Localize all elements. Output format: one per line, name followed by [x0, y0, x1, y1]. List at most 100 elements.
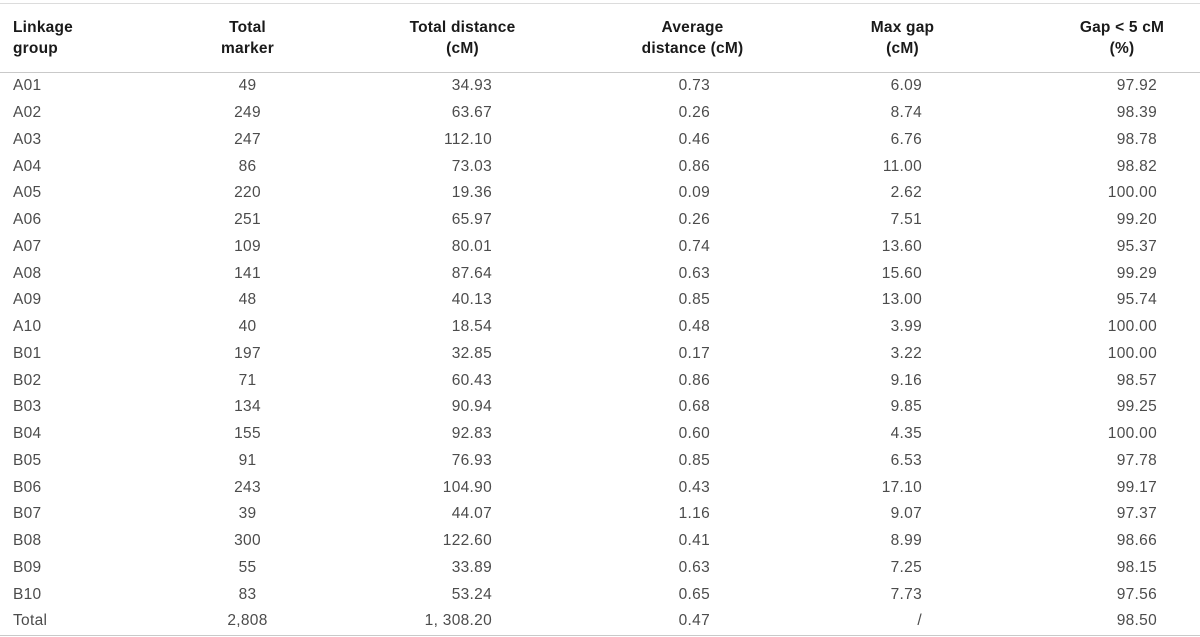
cell-total-distance: 80.01 — [451, 237, 492, 255]
cell-linkage-group: B03 — [13, 398, 42, 416]
column-header-total-distance: Total distance (cM) — [345, 3, 580, 73]
cell-total-distance: 53.24 — [451, 585, 492, 603]
header-label-line: (cM) — [886, 40, 919, 57]
table-header: Linkage group Total marker Total distanc… — [0, 3, 1200, 73]
cell-linkage-group: A06 — [13, 211, 42, 229]
cell-total-marker: 134 — [234, 398, 261, 416]
cell-linkage-group: B09 — [13, 558, 42, 576]
cell-total-marker: 91 — [238, 451, 257, 469]
cell-total-distance: 19.36 — [451, 184, 492, 202]
cell-total-marker: 83 — [238, 585, 257, 603]
cell-average-distance: 0.85 — [678, 291, 710, 309]
cell-gap-lt5: 98.50 — [1000, 608, 1200, 636]
cell-total-marker: 141 — [234, 264, 261, 282]
table-row: B10 83 53.24 0.65 7.73 97.56 — [0, 581, 1200, 608]
cell-gap-lt5: 95.37 — [1116, 237, 1157, 255]
table-row: B08 300 122.60 0.41 8.99 98.66 — [0, 528, 1200, 555]
cell-gap-lt5: 98.66 — [1116, 532, 1157, 550]
cell-total-marker: 155 — [234, 425, 261, 443]
cell-average-distance: 0.60 — [678, 425, 710, 443]
cell-max-gap: 8.99 — [890, 532, 922, 550]
cell-total-marker: 300 — [234, 532, 261, 550]
cell-gap-lt5: 100.00 — [1107, 184, 1157, 202]
cell-total-distance: 60.43 — [451, 371, 492, 389]
cell-average-distance: 0.63 — [678, 264, 710, 282]
table-row: A07 109 80.01 0.74 13.60 95.37 — [0, 234, 1200, 261]
cell-max-gap: 11.00 — [882, 157, 922, 175]
cell-max-gap: / — [805, 608, 1000, 636]
cell-average-distance: 0.41 — [678, 532, 710, 550]
cell-average-distance: 0.43 — [678, 478, 710, 496]
cell-linkage-group: A10 — [13, 318, 42, 336]
column-header-total-marker: Total marker — [150, 3, 345, 73]
cell-total-distance: 63.67 — [451, 104, 492, 122]
cell-max-gap: 3.99 — [890, 318, 922, 336]
cell-linkage-group: A08 — [13, 264, 42, 282]
cell-total-marker: 220 — [234, 184, 261, 202]
cell-total-marker: 39 — [238, 505, 257, 523]
header-label-line: Total — [229, 19, 266, 36]
cell-max-gap: 7.51 — [890, 211, 922, 229]
cell-gap-lt5: 97.37 — [1116, 505, 1157, 523]
header-label-line: Max gap — [870, 19, 935, 36]
cell-gap-lt5: 98.15 — [1116, 558, 1157, 576]
table-row: B06 243 104.90 0.43 17.10 99.17 — [0, 474, 1200, 501]
cell-max-gap: 6.09 — [890, 77, 922, 95]
linkage-map-summary-table: Linkage group Total marker Total distanc… — [0, 3, 1200, 636]
cell-total-marker: 55 — [238, 558, 257, 576]
header-label-line: Total distance — [409, 19, 516, 36]
cell-average-distance: 0.26 — [678, 104, 710, 122]
cell-linkage-group: A05 — [13, 184, 42, 202]
header-label-line: distance (cM) — [641, 40, 744, 57]
cell-linkage-group: A03 — [13, 130, 42, 148]
column-header-linkage-group: Linkage group — [0, 3, 150, 73]
header-label-line: (cM) — [446, 40, 479, 57]
cell-average-distance: 0.85 — [678, 451, 710, 469]
header-label-line: Average — [661, 19, 724, 36]
cell-total-marker: 197 — [234, 344, 261, 362]
cell-total-distance: 1, 308.20 — [345, 608, 580, 636]
cell-total-marker: 2,808 — [150, 608, 345, 636]
table-row: A03 247 112.10 0.46 6.76 98.78 — [0, 127, 1200, 154]
table-row: B04 155 92.83 0.60 4.35 100.00 — [0, 421, 1200, 448]
cell-max-gap: 15.60 — [881, 264, 922, 282]
cell-average-distance: 0.86 — [678, 157, 710, 175]
cell-max-gap: 17.10 — [881, 478, 922, 496]
cell-gap-lt5: 98.78 — [1116, 130, 1157, 148]
cell-max-gap: 7.73 — [890, 585, 922, 603]
cell-gap-lt5: 97.56 — [1116, 585, 1157, 603]
table-row: B02 71 60.43 0.86 9.16 98.57 — [0, 367, 1200, 394]
cell-max-gap: 3.22 — [890, 344, 922, 362]
cell-gap-lt5: 99.17 — [1116, 478, 1157, 496]
cell-average-distance: 0.73 — [678, 77, 710, 95]
cell-average-distance: 0.63 — [678, 558, 710, 576]
column-header-average-distance: Average distance (cM) — [580, 3, 805, 73]
cell-total-marker: 40 — [238, 318, 257, 336]
cell-average-distance: 0.86 — [678, 371, 710, 389]
table-body: A01 49 34.93 0.73 6.09 97.92 A02 249 63.67 0.26 8.… — [0, 73, 1200, 636]
cell-gap-lt5: 99.25 — [1116, 398, 1157, 416]
cell-linkage-group: B06 — [13, 478, 42, 496]
cell-total-distance: 76.93 — [451, 451, 492, 469]
cell-average-distance: 1.16 — [678, 505, 710, 523]
cell-total-distance: 32.85 — [451, 344, 492, 362]
cell-total-distance: 122.60 — [442, 532, 492, 550]
table-row: A02 249 63.67 0.26 8.74 98.39 — [0, 100, 1200, 127]
cell-average-distance: 0.09 — [678, 184, 710, 202]
cell-linkage-group: B02 — [13, 371, 42, 389]
header-label-line: Gap < 5 cM — [1079, 19, 1165, 36]
cell-average-distance: 0.65 — [678, 585, 710, 603]
table-row: B01 197 32.85 0.17 3.22 100.00 — [0, 341, 1200, 368]
cell-total-distance: 65.97 — [451, 211, 492, 229]
cell-linkage-group: A04 — [13, 157, 42, 175]
cell-max-gap: 6.53 — [890, 451, 922, 469]
table-row: B05 91 76.93 0.85 6.53 97.78 — [0, 448, 1200, 475]
cell-linkage-group: A01 — [13, 77, 42, 95]
cell-linkage-group: B04 — [13, 425, 42, 443]
table-row: A05 220 19.36 0.09 2.62 100.00 — [0, 180, 1200, 207]
cell-total-marker: 249 — [234, 104, 261, 122]
cell-total-distance: 112.10 — [443, 130, 492, 148]
cell-total-distance: 34.93 — [451, 77, 492, 95]
column-header-max-gap: Max gap (cM) — [805, 3, 1000, 73]
cell-max-gap: 9.85 — [890, 398, 922, 416]
